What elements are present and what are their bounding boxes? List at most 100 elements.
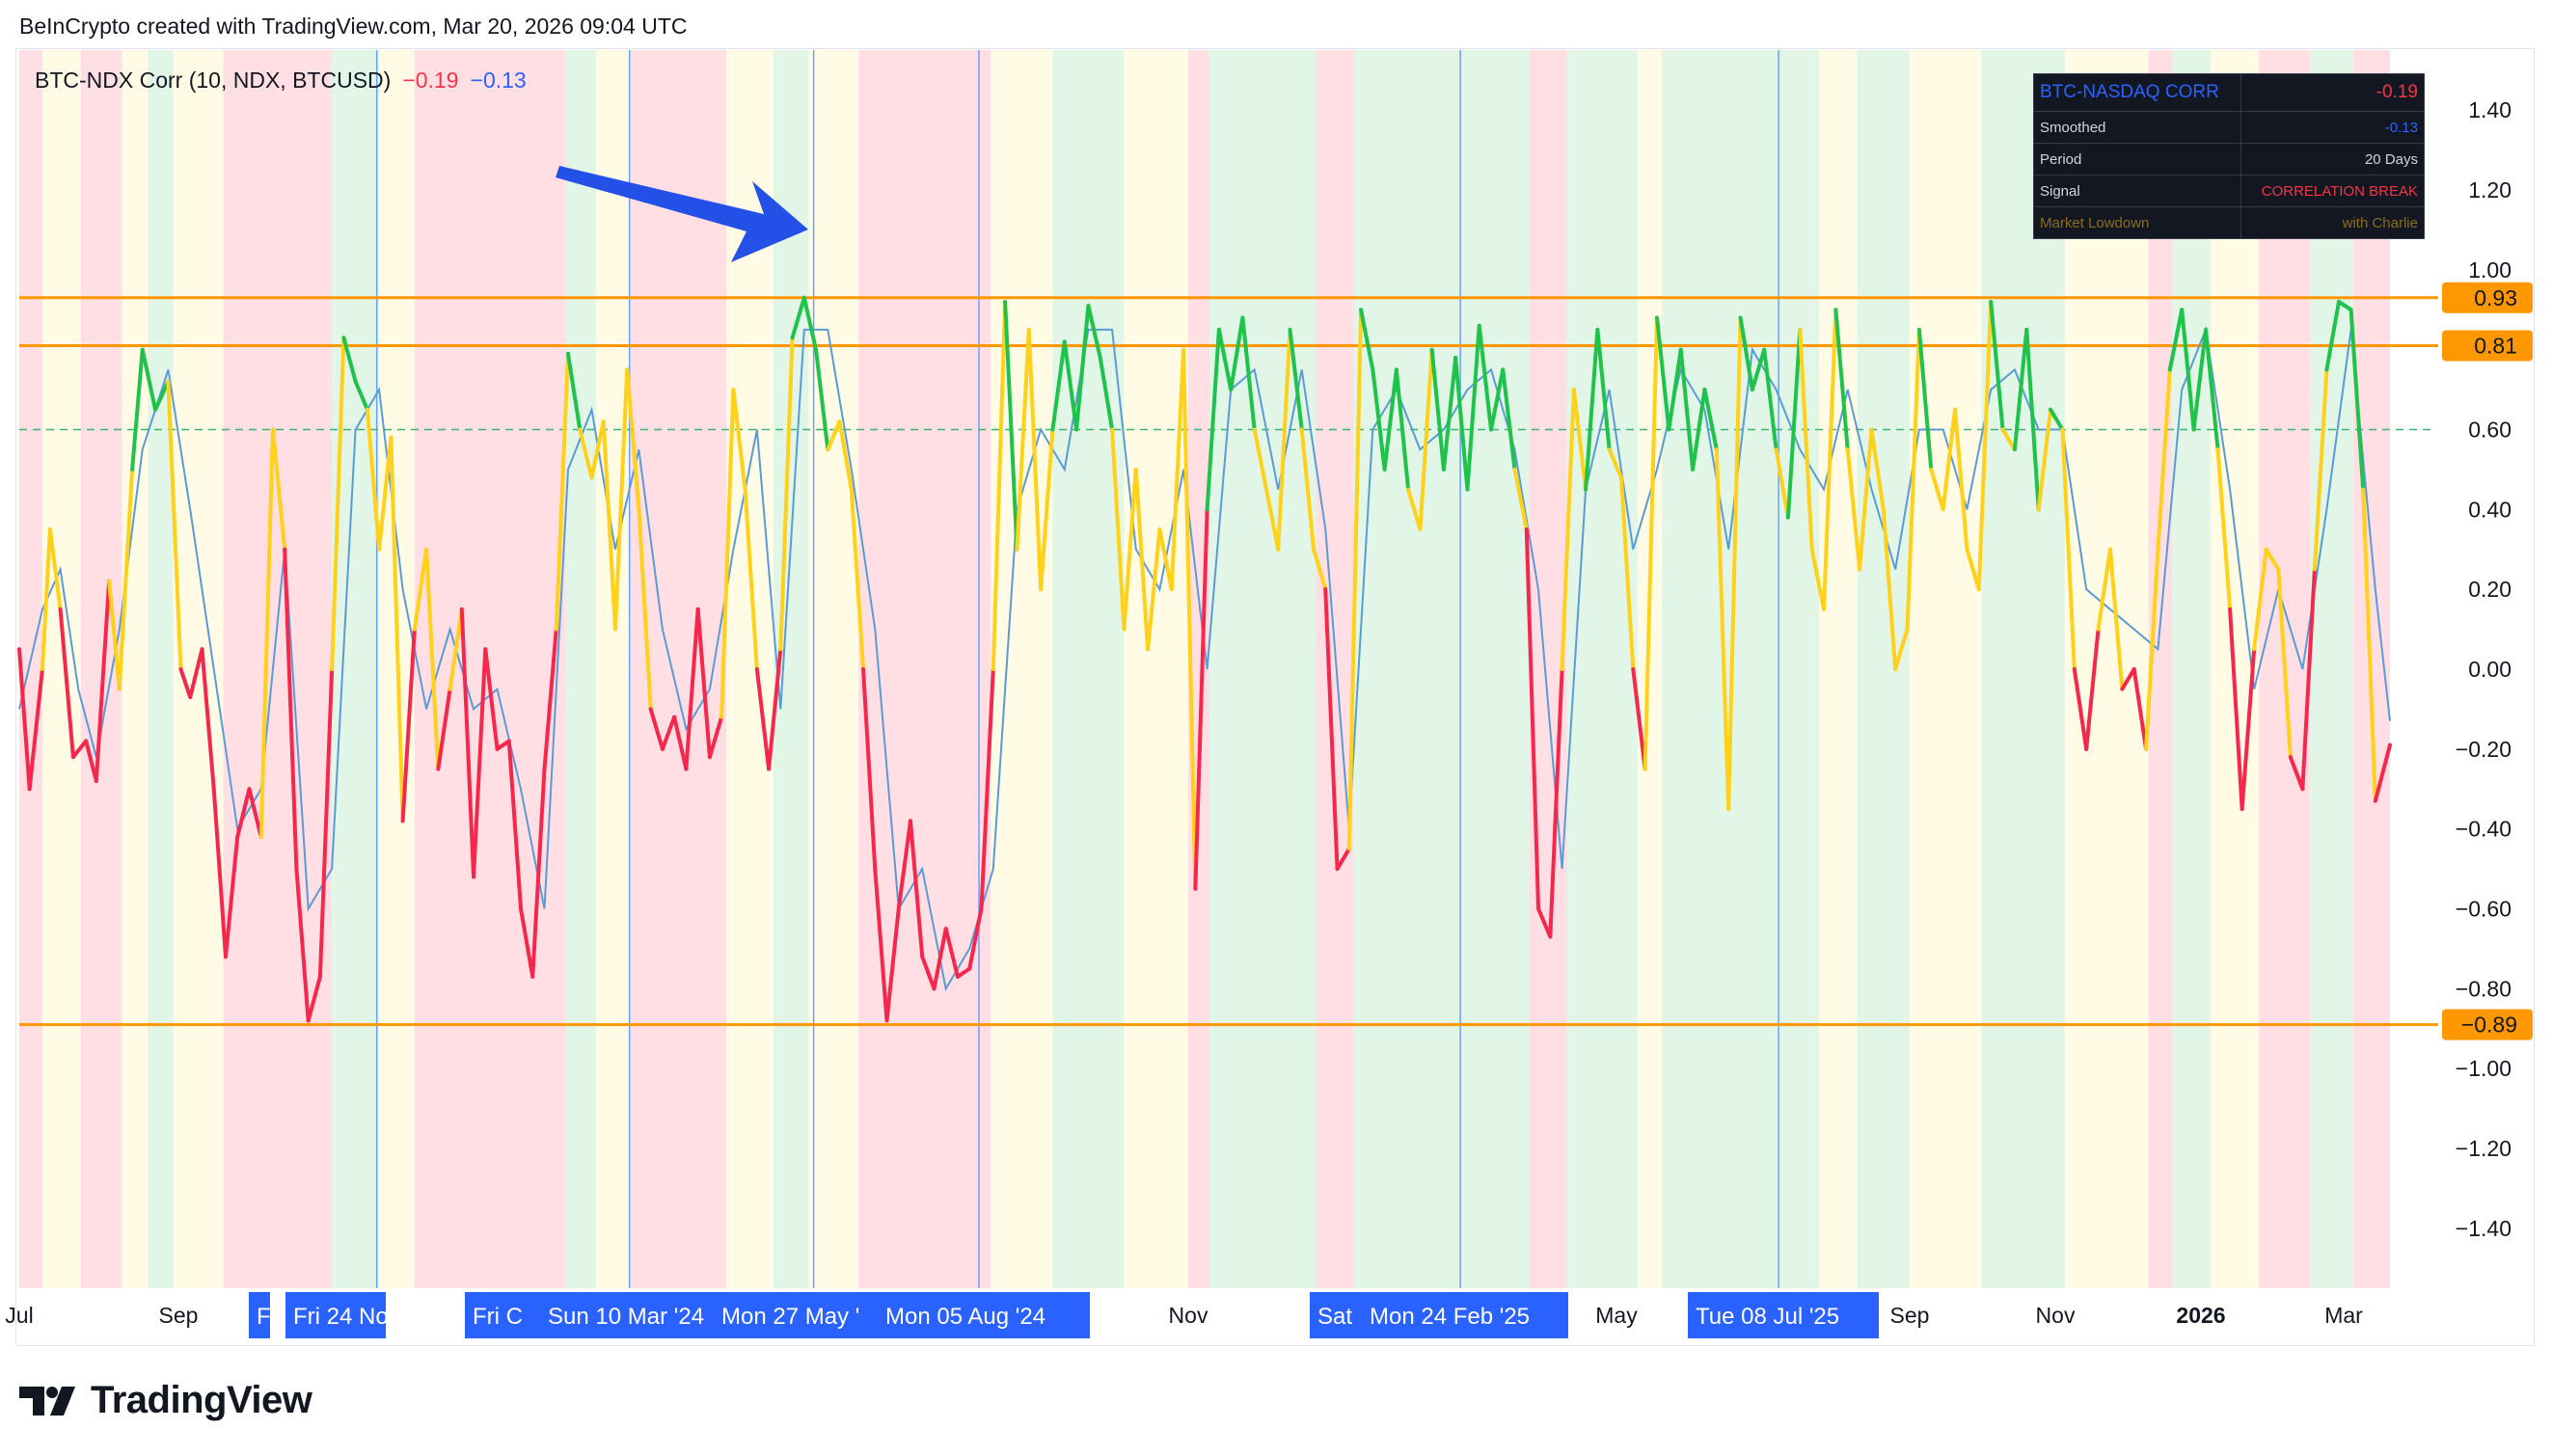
corr-segment <box>943 927 960 979</box>
corr-segment <box>1785 327 1803 520</box>
corr-segment <box>1643 315 1660 771</box>
corr-segment <box>1382 367 1398 472</box>
time-tag-label: Mon 24 Feb '25 <box>1370 1304 1530 1330</box>
corr-segment <box>1453 355 1470 492</box>
background-zone <box>1188 50 1210 1288</box>
corr-segment <box>1893 627 1910 671</box>
corr-segment <box>2240 647 2257 811</box>
corr-segment <box>1571 388 1588 492</box>
corr-segment <box>743 487 759 671</box>
info-row-label: Smoothed <box>2032 111 2242 144</box>
corr-segment <box>1133 467 1151 652</box>
corr-segment <box>648 707 665 751</box>
corr-segment <box>1822 308 1838 611</box>
corr-segment <box>140 347 158 412</box>
tradingview-logo-icon <box>19 1386 75 1416</box>
corr-segment <box>896 819 912 911</box>
info-row-value: -0.13 <box>2240 111 2425 144</box>
corr-segment <box>1809 547 1827 611</box>
background-zone <box>1981 50 2065 1288</box>
background-zone <box>1638 50 1662 1288</box>
corr-segment <box>612 367 630 632</box>
corr-segment <box>178 667 193 699</box>
corr-segment <box>2107 547 2125 691</box>
corr-segment <box>672 715 689 771</box>
x-tick-label: May <box>1595 1303 1638 1328</box>
corr-segment <box>2000 427 2017 452</box>
background-zone <box>808 50 859 1288</box>
corr-segment <box>1181 347 1198 891</box>
corr-segment <box>1335 847 1351 872</box>
corr-segment <box>2096 547 2112 632</box>
corr-segment <box>1026 327 1044 592</box>
background-zone <box>596 50 630 1288</box>
corr-segment <box>211 787 228 959</box>
time-tag <box>1310 1292 1368 1338</box>
corr-segment <box>908 819 925 959</box>
corr-segment <box>1678 347 1696 472</box>
corr-segment <box>1323 587 1340 872</box>
corr-segment <box>1560 388 1576 671</box>
corr-segment <box>778 336 795 652</box>
info-row-value: with Charlie <box>2240 206 2425 239</box>
corr-segment <box>1263 487 1281 552</box>
price-tag-label: 0.93 <box>2474 285 2517 310</box>
corr-segment <box>2204 327 2220 452</box>
price-tag <box>2442 282 2533 313</box>
tradingview-logo[interactable]: TradingView <box>19 1379 312 1422</box>
corr-segment <box>1989 299 2005 432</box>
corr-segment <box>2228 607 2244 811</box>
corr-segment <box>40 527 52 671</box>
corr-segment <box>1240 315 1257 432</box>
corr-segment <box>1477 323 1493 432</box>
corr-segment <box>353 379 369 412</box>
corr-segment <box>1798 327 1814 552</box>
y-tick-label: −1.20 <box>2456 1136 2511 1161</box>
corr-segment <box>1738 315 1754 392</box>
corr-segment <box>1371 367 1387 472</box>
corr-segment <box>767 647 783 771</box>
smoothed-line <box>18 326 2391 992</box>
corr-segment <box>2288 755 2305 792</box>
y-tick-label: −0.40 <box>2456 817 2511 842</box>
corr-segment <box>412 547 429 632</box>
background-zone <box>2172 50 2212 1288</box>
corr-segment <box>1512 467 1529 532</box>
time-tag-label: Fri C <box>473 1304 523 1330</box>
background-zone <box>1819 50 1858 1288</box>
corr-segment <box>731 388 747 492</box>
corr-segment <box>2049 407 2065 432</box>
background-zone <box>1566 50 1639 1288</box>
corr-segment <box>695 607 712 760</box>
y-tick-label: −1.40 <box>2456 1216 2511 1241</box>
corr-segment <box>200 647 216 792</box>
y-tick-label: −1.00 <box>2456 1056 2511 1081</box>
indicator-legend[interactable]: BTC-NDX Corr (10, NDX, BTCUSD) −0.19 −0.13 <box>35 67 527 94</box>
corr-segment <box>424 547 441 771</box>
corr-segment <box>1595 327 1612 452</box>
corr-segment <box>754 667 772 771</box>
corr-segment <box>660 715 677 751</box>
time-tag <box>1688 1292 1879 1338</box>
time-tag-label: Mon 05 Aug '24 <box>885 1304 1045 1330</box>
corr-segment <box>1655 315 1671 432</box>
smoothed-value: −0.13 <box>470 67 527 93</box>
background-zone <box>148 50 174 1288</box>
corr-segment <box>530 767 547 979</box>
time-tag-label: Mon 27 May ' <box>721 1304 859 1330</box>
corr-segment <box>967 906 984 971</box>
corr-segment <box>1050 339 1067 432</box>
corr-segment <box>790 295 806 340</box>
time-tag <box>249 1292 270 1338</box>
corr-segment <box>565 351 583 432</box>
horizontal-levels <box>19 296 2438 1027</box>
background-zone <box>414 50 566 1288</box>
corr-segment <box>837 419 854 492</box>
axis-tags: 0.93 0.81 −0.89 F Fri 24 Nov '23 Fri C Sun 10 … <box>249 282 2533 1338</box>
corr-segment <box>637 507 653 712</box>
corr-segment <box>826 419 842 452</box>
background-zone <box>565 50 597 1288</box>
background-zone <box>122 50 149 1288</box>
corr-segment <box>27 667 44 792</box>
